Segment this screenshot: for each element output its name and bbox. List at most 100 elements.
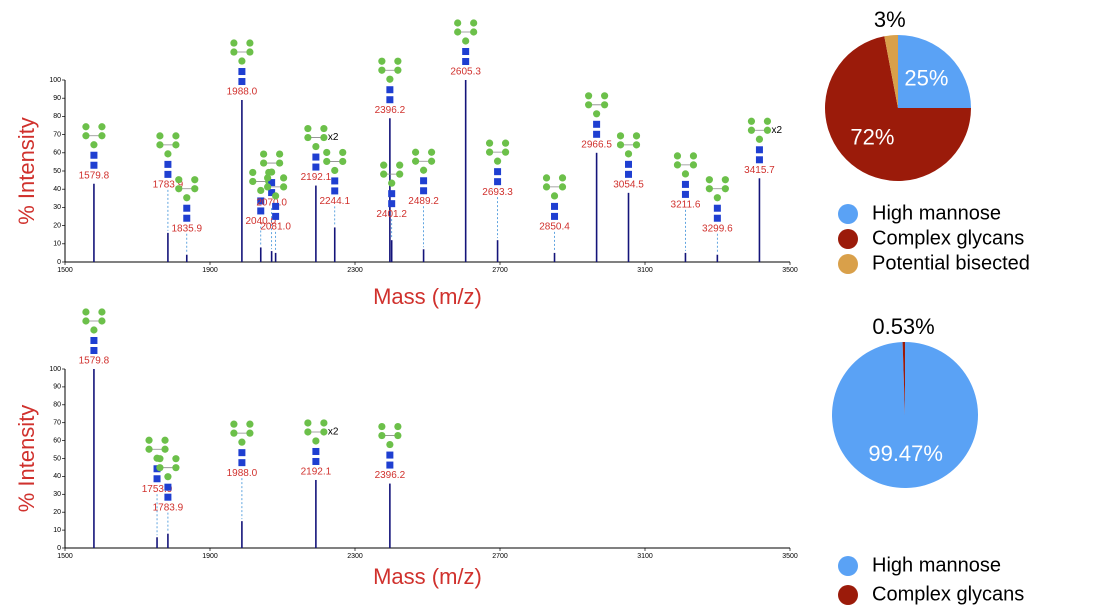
glycan-glcnac bbox=[462, 48, 470, 55]
glycan-mannose bbox=[320, 133, 328, 142]
y-tick-label: 70 bbox=[53, 131, 61, 138]
glycan-mannose bbox=[470, 28, 478, 36]
glycan-mannose bbox=[304, 133, 312, 142]
peak-label: 1835.9 bbox=[171, 223, 202, 234]
y-tick-label: 40 bbox=[53, 186, 61, 193]
y-tick-label: 100 bbox=[49, 77, 61, 84]
glycan-mannose bbox=[280, 183, 288, 191]
glycan-mannose bbox=[705, 176, 713, 184]
glycan-mannose bbox=[164, 473, 172, 481]
glycan-mannose bbox=[713, 194, 721, 202]
y-tick-label: 60 bbox=[53, 150, 61, 157]
pie-slice bbox=[902, 342, 905, 415]
glycan-mannose bbox=[82, 132, 90, 140]
legend-marker bbox=[838, 254, 858, 274]
glycan-mannose bbox=[419, 166, 428, 174]
glycan-mannose bbox=[558, 183, 567, 191]
glycan-mannose bbox=[380, 170, 388, 178]
y-tick-label: 60 bbox=[53, 437, 61, 444]
glycan-mannose bbox=[98, 308, 106, 316]
glycan-mannose bbox=[705, 185, 713, 193]
glycan-mannose bbox=[632, 141, 641, 149]
glycan-mannose bbox=[145, 436, 153, 444]
glycan-mannose bbox=[246, 420, 254, 428]
peak-label: 2850.4 bbox=[539, 222, 570, 233]
y-tick-label: 30 bbox=[53, 491, 61, 498]
glycan-mannose bbox=[172, 464, 180, 472]
y-axis-label: % Intensity bbox=[14, 405, 39, 513]
glycan-mannose bbox=[542, 183, 551, 191]
glycan-mannose bbox=[501, 139, 510, 147]
glycan-mannose bbox=[755, 135, 764, 143]
glycan-mannose bbox=[673, 152, 682, 160]
y-axis-label: % Intensity bbox=[14, 117, 39, 225]
glycan-mannose bbox=[747, 126, 756, 134]
glycan-mannose bbox=[396, 170, 404, 178]
glycan-mannose bbox=[304, 428, 312, 436]
glycan-mannose bbox=[747, 117, 756, 125]
peak-label: 1579.8 bbox=[79, 356, 110, 367]
glycan-glcnac bbox=[681, 190, 689, 198]
x-tick-label: 3500 bbox=[782, 553, 798, 560]
y-tick-label: 0 bbox=[57, 259, 61, 266]
glycan-mannose bbox=[721, 176, 729, 184]
glycan-mannose bbox=[82, 317, 90, 325]
glycan-mannose bbox=[312, 142, 320, 151]
glycan-glcnac bbox=[713, 204, 721, 212]
x-tick-label: 2700 bbox=[492, 553, 508, 560]
glycan-mannose bbox=[394, 57, 402, 65]
y-tick-label: 30 bbox=[53, 204, 61, 211]
annotation: x2 bbox=[771, 125, 782, 136]
glycan-mannose bbox=[411, 157, 420, 165]
glycan-mannose bbox=[339, 148, 347, 157]
glycan-glcnac bbox=[625, 160, 633, 168]
glycan-glcnac bbox=[420, 187, 428, 195]
glycan-glcnac bbox=[331, 177, 339, 185]
glycan-mannose bbox=[161, 436, 169, 444]
peak-label: 1783.9 bbox=[153, 502, 184, 513]
legend-label: Complex glycans bbox=[872, 227, 1024, 249]
glycan-mannose bbox=[312, 437, 320, 445]
glycan-mannose bbox=[462, 37, 470, 45]
glycan-mannose bbox=[550, 192, 559, 200]
y-tick-label: 20 bbox=[53, 222, 61, 229]
glycan-glcnac bbox=[551, 212, 559, 220]
y-tick-label: 0 bbox=[57, 545, 61, 552]
glycan-glcnac bbox=[164, 160, 172, 168]
glycan-mannose bbox=[593, 110, 601, 118]
glycan-mannose bbox=[304, 124, 312, 133]
glycan-mannose bbox=[145, 445, 153, 453]
y-tick-label: 80 bbox=[53, 113, 61, 120]
peak-label: 2081.0 bbox=[260, 222, 291, 233]
glycan-mannose bbox=[616, 141, 625, 149]
peak-label: 2396.2 bbox=[375, 470, 406, 481]
x-tick-label: 1500 bbox=[57, 553, 73, 560]
x-tick-label: 2300 bbox=[347, 553, 363, 560]
peak-label: 2396.2 bbox=[375, 105, 406, 116]
glycan-mannose bbox=[161, 445, 169, 453]
pie-slice bbox=[824, 36, 971, 182]
x-tick-label: 2700 bbox=[492, 267, 508, 274]
glycan-mannose bbox=[378, 66, 386, 74]
glycan-mannose bbox=[454, 19, 462, 27]
glycan-glcnac bbox=[755, 156, 763, 164]
glycan-mannose bbox=[616, 132, 625, 140]
glycan-mannose bbox=[98, 317, 106, 325]
glycan-mannose bbox=[246, 48, 254, 56]
glycan-mannose bbox=[396, 161, 404, 169]
glycan-mannose bbox=[264, 174, 272, 182]
glycan-mannose bbox=[183, 194, 191, 202]
peak-label: 1783.9 bbox=[153, 180, 184, 191]
glycan-mannose bbox=[585, 92, 593, 100]
peak-label: 1988.0 bbox=[227, 468, 258, 479]
glycan-mannose bbox=[230, 39, 238, 47]
x-axis-label: Mass (m/z) bbox=[373, 564, 482, 589]
glycan-mannose bbox=[689, 161, 698, 169]
y-tick-label: 90 bbox=[53, 384, 61, 391]
glycan-glcnac bbox=[272, 212, 280, 220]
glycan-mannose bbox=[230, 429, 238, 437]
glycan-mannose bbox=[601, 101, 609, 109]
glycan-mannose bbox=[721, 185, 729, 193]
legend-label: High mannose bbox=[872, 202, 1001, 224]
x-tick-label: 3100 bbox=[637, 267, 653, 274]
